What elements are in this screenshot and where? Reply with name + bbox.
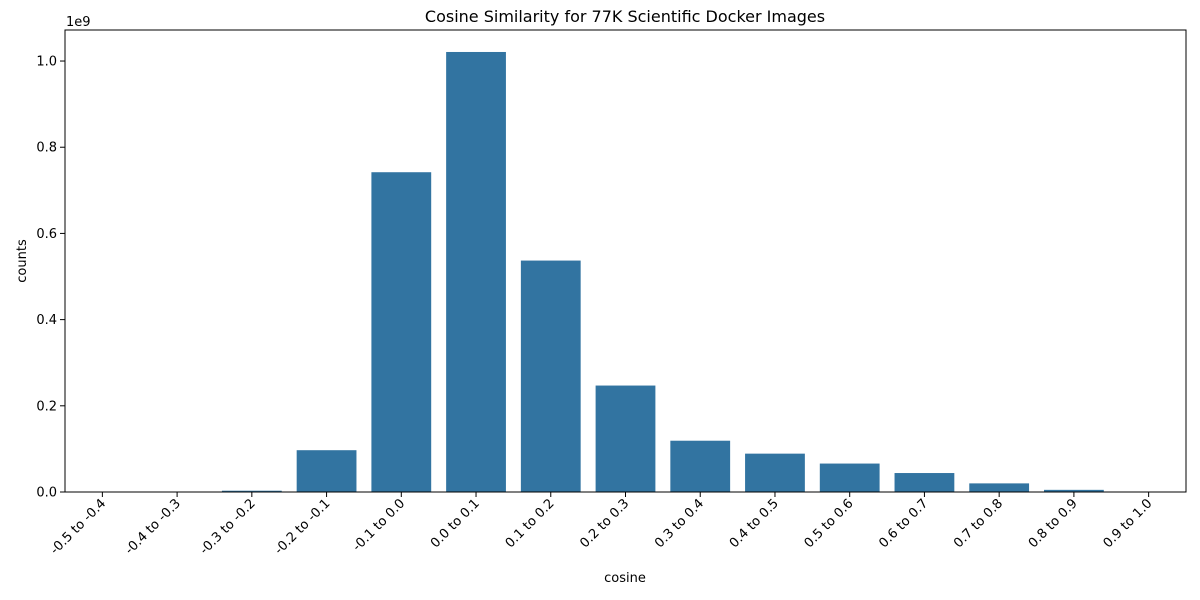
bars: [72, 51, 1179, 492]
y-tick-label: 0.0: [36, 486, 57, 501]
plot-frame: [64, 29, 1187, 493]
x-axis-label: cosine: [604, 571, 646, 586]
x-tick-label: 0.5 to 0.6: [802, 496, 857, 551]
y-tick-label: 0.2: [36, 399, 57, 414]
bar: [745, 453, 805, 492]
x-tick-label: 0.3 to 0.4: [652, 496, 707, 551]
x-tick-label: -0.3 to -0.2: [197, 496, 259, 558]
x-tick-label: -0.5 to -0.4: [48, 496, 110, 558]
y-tick-label: 0.8: [36, 141, 57, 156]
bar: [446, 51, 506, 492]
bar: [819, 463, 880, 492]
y-tick-label: 0.6: [36, 227, 57, 242]
y-tick-label: 1.0: [36, 55, 57, 70]
x-tick-label: 0.7 to 0.8: [951, 496, 1006, 551]
x-tick-label: 0.9 to 1.0: [1101, 496, 1156, 551]
bar: [371, 172, 432, 492]
bar: [1044, 489, 1104, 492]
x-axis: -0.5 to -0.4 -0.4 to -0.3 -0.3 to -0.2 -0.2…: [48, 492, 1156, 558]
x-tick-label: 0.8 to 0.9: [1026, 496, 1081, 551]
bar: [595, 385, 656, 492]
x-tick-label: -0.2 to -0.1: [272, 496, 334, 558]
bar: [296, 450, 357, 492]
x-tick-label: 0.6 to 0.7: [876, 496, 931, 551]
x-tick-label: -0.1 to 0.0: [350, 496, 408, 554]
x-tick-label: 0.0 to 0.1: [428, 496, 483, 551]
x-tick-label: 0.4 to 0.5: [727, 496, 782, 551]
y-scale-label: 1e9: [66, 15, 91, 30]
x-tick-label: -0.4 to -0.3: [122, 496, 184, 558]
y-tick-label: 0.4: [36, 313, 57, 328]
y-axis-label: counts: [15, 239, 30, 283]
x-tick-label: 0.1 to 0.2: [503, 496, 558, 551]
bar: [670, 440, 731, 492]
bar: [894, 473, 955, 492]
bar: [969, 483, 1030, 492]
y-axis: 0.0 0.2 0.4 0.6 0.8 1.0: [36, 55, 65, 501]
bar: [520, 260, 581, 492]
chart-title: Cosine Similarity for 77K Scientific Doc…: [425, 7, 825, 26]
bar: [221, 490, 282, 492]
x-tick-label: 0.2 to 0.3: [577, 496, 632, 551]
